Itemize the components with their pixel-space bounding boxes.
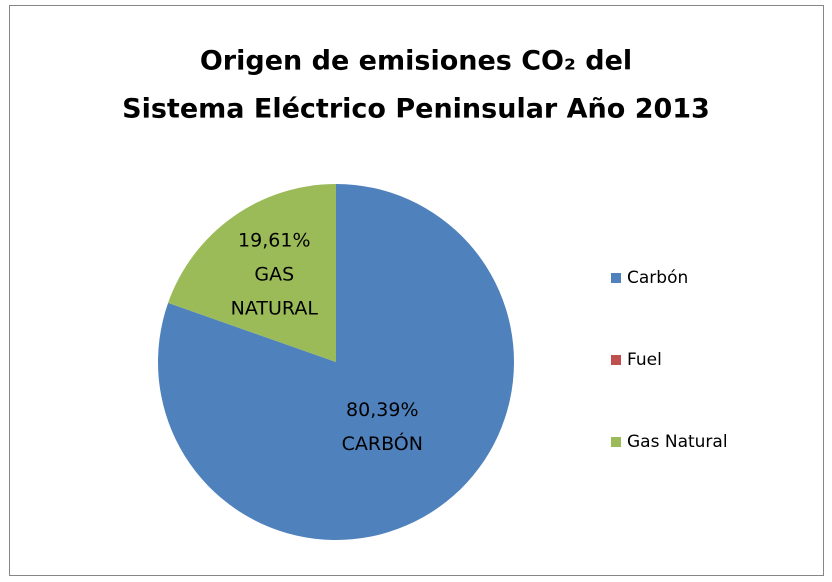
pie-slice [168,184,336,362]
legend-label: Gas Natural [627,432,728,452]
data-label: 80,39% [346,399,418,421]
legend-swatch [611,273,621,283]
data-label: GAS [254,263,294,285]
data-label: NATURAL [231,297,319,319]
data-label: CARBÓN [342,431,423,455]
legend-label: Carbón [627,268,688,288]
legend-swatch [611,437,621,447]
legend-swatch [611,355,621,365]
chart-title: Origen de emisiones CO₂ del [200,46,632,77]
data-label: 19,61% [238,229,310,251]
pie-slice [168,302,336,362]
legend-label: Fuel [627,350,662,370]
chart-title: Sistema Eléctrico Peninsular Año 2013 [122,94,710,125]
